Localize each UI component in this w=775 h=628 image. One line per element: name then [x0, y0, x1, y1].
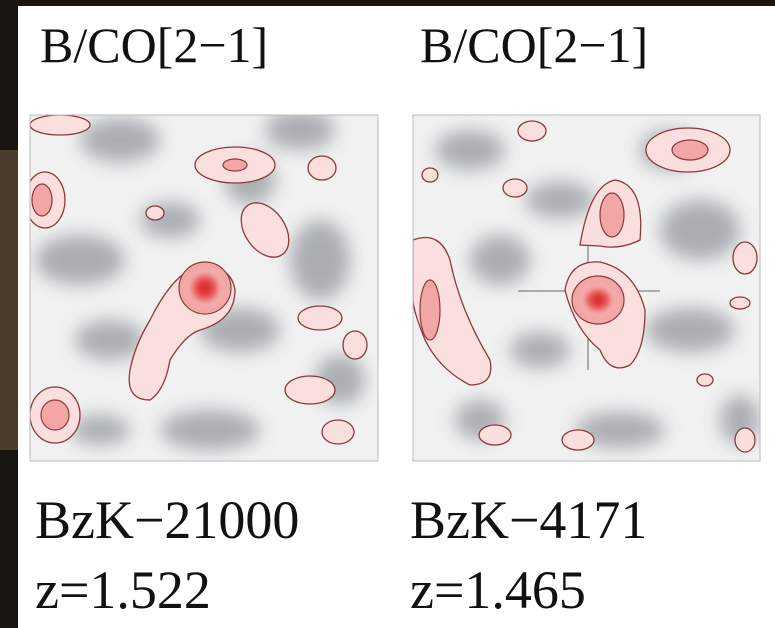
edge-texture	[0, 150, 18, 450]
panel-title: B/CO[2−1]	[420, 17, 648, 73]
map-frame	[412, 114, 761, 462]
panel-title: B/CO[2−1]	[40, 17, 268, 73]
source-name: BzK−21000	[35, 490, 299, 550]
map-left	[30, 115, 378, 461]
map-frame	[29, 114, 379, 462]
map-right	[413, 115, 760, 461]
source-name: BzK−4171	[410, 490, 647, 550]
redshift: z=1.465	[410, 560, 586, 620]
redshift: z=1.522	[35, 560, 211, 620]
